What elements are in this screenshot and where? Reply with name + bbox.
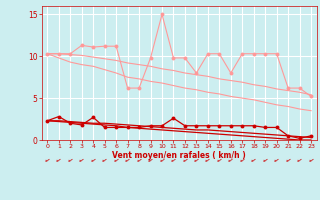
Text: ←: ← [193,157,200,163]
Text: ←: ← [78,157,85,163]
Text: ←: ← [250,157,257,163]
Text: ←: ← [308,157,315,163]
Text: ←: ← [262,157,269,163]
Text: ←: ← [284,157,292,163]
Text: ←: ← [296,157,303,163]
Text: ←: ← [124,157,131,163]
Text: ←: ← [273,157,280,163]
Text: ←: ← [227,157,234,163]
Text: ←: ← [239,157,246,163]
Text: ←: ← [147,157,154,163]
Text: ←: ← [170,157,177,163]
Text: ←: ← [136,157,143,163]
Text: ←: ← [113,157,120,163]
Text: ←: ← [67,157,74,163]
Text: ←: ← [204,157,212,163]
Text: ←: ← [44,157,51,163]
Text: ←: ← [101,157,108,163]
Text: ←: ← [216,157,223,163]
Text: ←: ← [158,157,165,163]
Text: ←: ← [90,157,97,163]
X-axis label: Vent moyen/en rafales ( km/h ): Vent moyen/en rafales ( km/h ) [112,151,246,160]
Text: ←: ← [55,157,62,163]
Text: ←: ← [181,157,188,163]
